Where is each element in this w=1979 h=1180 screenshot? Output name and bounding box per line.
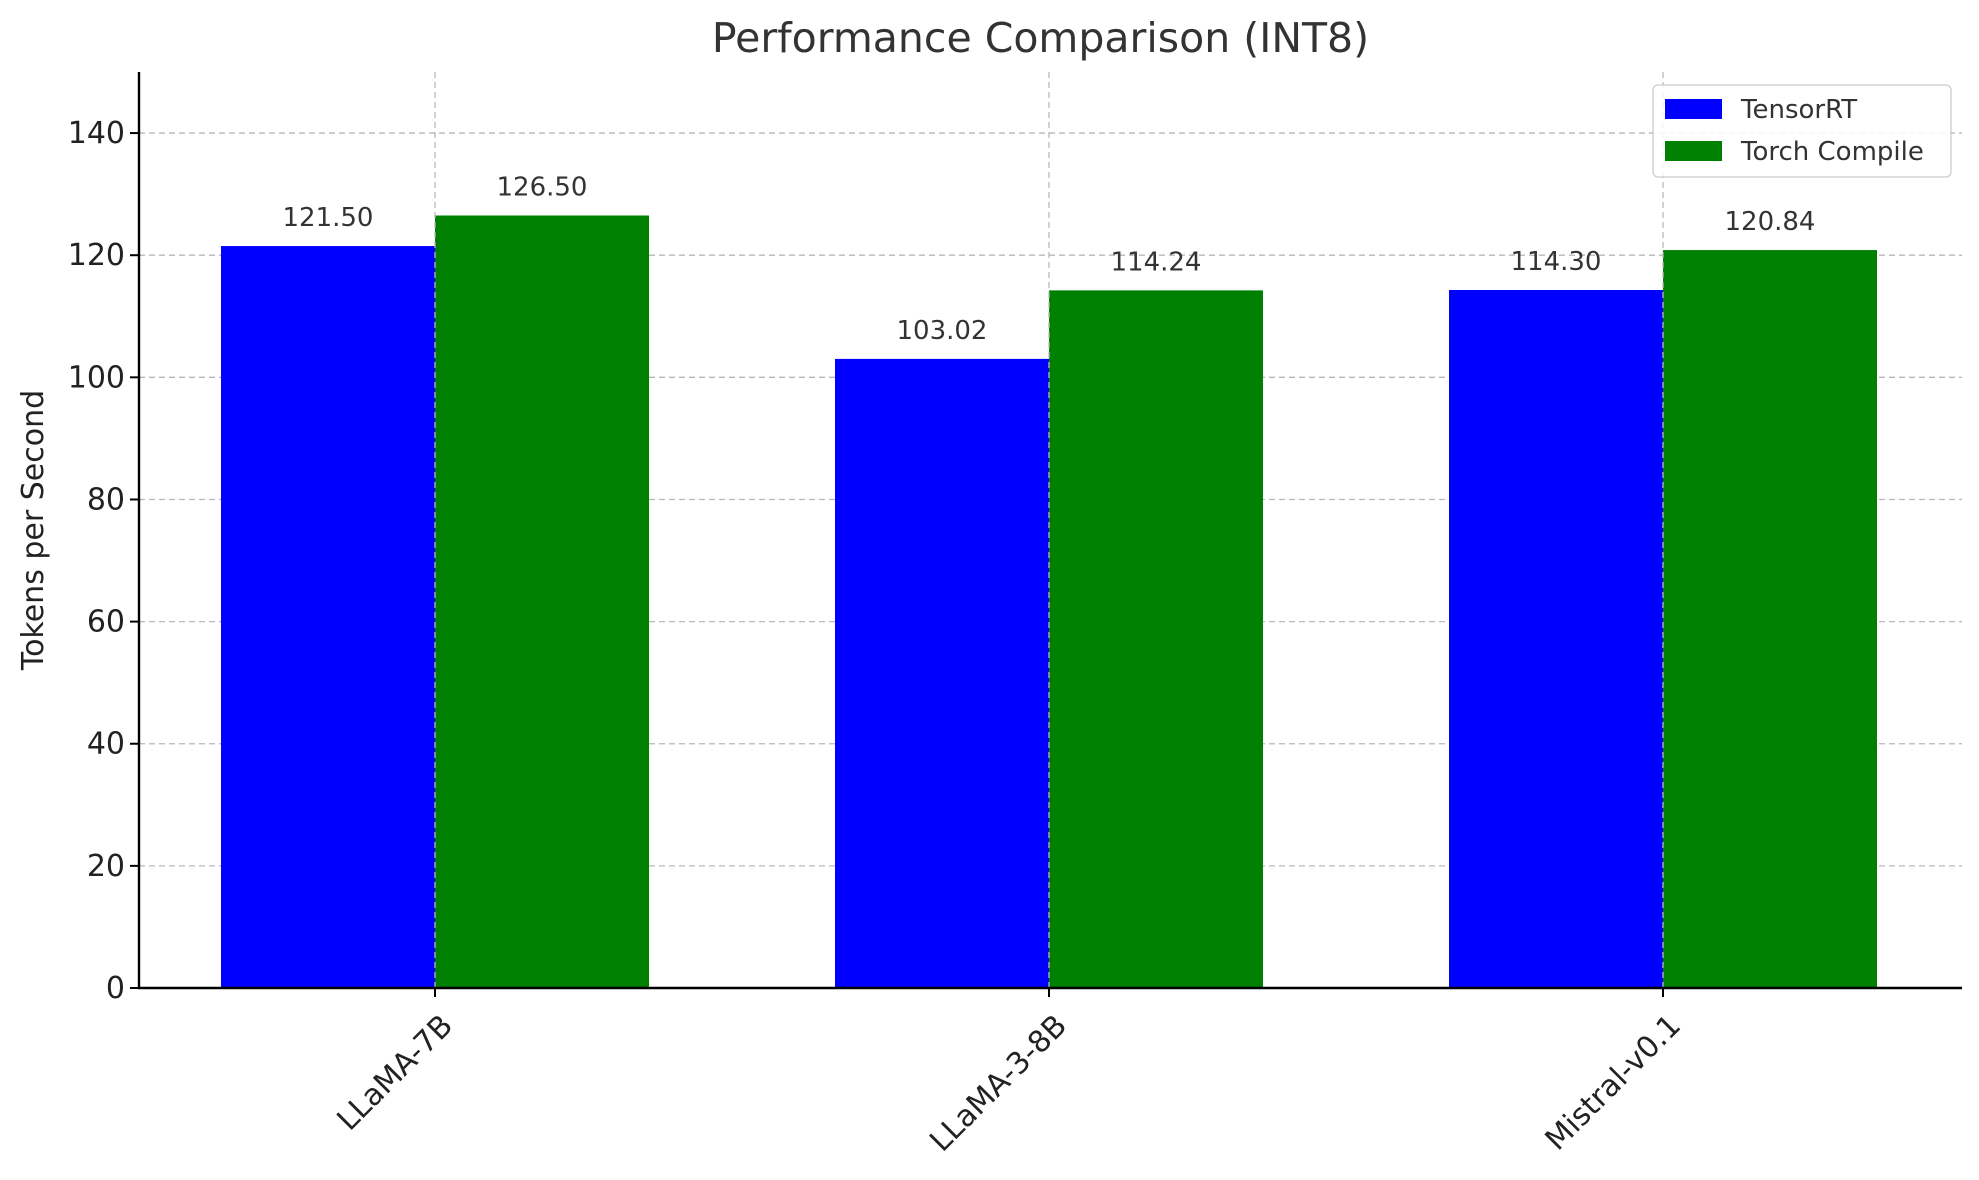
value-labels: 121.50 103.02 114.30 126.50 114.24 120.84: [283, 173, 1816, 346]
bar-torch-compile: [1663, 250, 1877, 988]
x-tick-label: LLaMA-7B: [330, 1008, 459, 1137]
legend-swatch: [1665, 141, 1722, 161]
y-tick-label: 80: [87, 482, 125, 517]
bar-torch-compile: [1049, 290, 1263, 988]
y-tick-label: 0: [106, 971, 125, 1006]
legend-label: Torch Compile: [1740, 137, 1924, 167]
bar-torch-compile: [435, 215, 649, 989]
bar-value-label: 121.50: [283, 203, 374, 233]
bar-value-label: 120.84: [1725, 207, 1816, 237]
y-tick-label: 140: [68, 116, 125, 151]
bar-tensorrt: [221, 246, 435, 989]
bar-value-label: 103.02: [897, 316, 988, 346]
legend-box: [1652, 84, 1952, 178]
y-tick-label: 40: [87, 727, 125, 762]
legend-label: TensorRT: [1740, 95, 1857, 125]
y-tick-label: 120: [68, 238, 125, 273]
x-tick-label: LLaMA-3-8B: [923, 1008, 1074, 1159]
legend-swatch: [1665, 99, 1722, 119]
bars: [221, 215, 1877, 989]
chart-title: Performance Comparison (INT8): [712, 14, 1369, 62]
bar-tensorrt: [835, 358, 1049, 988]
y-tick-label: 20: [87, 849, 125, 884]
y-tick-label: 60: [87, 605, 125, 640]
legend: TensorRT Torch Compile: [1652, 84, 1952, 178]
vertical-gridlines: [434, 72, 1664, 988]
bar-value-label: 114.30: [1511, 247, 1602, 277]
bar-value-label: 114.24: [1111, 247, 1202, 277]
x-tick-label: Mistral-v0.1: [1539, 1008, 1688, 1157]
y-tick-label: 100: [68, 360, 125, 395]
bar-tensorrt: [1449, 290, 1663, 988]
bar-value-label: 126.50: [497, 173, 588, 203]
y-axis-label: Tokens per Second: [16, 390, 51, 671]
